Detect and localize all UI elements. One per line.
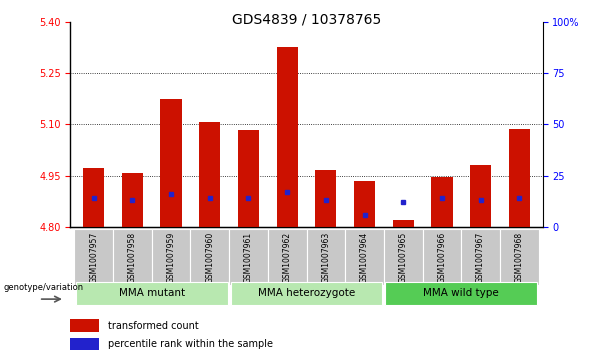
Bar: [306, 229, 345, 285]
Bar: [509, 130, 530, 227]
Bar: [76, 282, 227, 305]
Bar: [113, 229, 152, 285]
Bar: [70, 338, 99, 350]
Bar: [230, 282, 383, 305]
Bar: [229, 229, 268, 285]
Bar: [315, 170, 337, 227]
Text: GSM1007964: GSM1007964: [360, 232, 369, 283]
Text: MMA mutant: MMA mutant: [119, 288, 185, 298]
Text: GSM1007958: GSM1007958: [128, 232, 137, 283]
Bar: [422, 229, 461, 285]
Bar: [470, 166, 491, 227]
Text: GSM1007962: GSM1007962: [283, 232, 292, 283]
Bar: [74, 229, 113, 285]
Bar: [384, 229, 422, 285]
Bar: [386, 282, 537, 305]
Bar: [345, 229, 384, 285]
Bar: [191, 229, 229, 285]
Text: GSM1007963: GSM1007963: [321, 232, 330, 283]
Text: percentile rank within the sample: percentile rank within the sample: [109, 339, 273, 349]
Bar: [83, 168, 104, 227]
Bar: [161, 99, 181, 227]
Text: GSM1007957: GSM1007957: [89, 232, 98, 283]
Bar: [354, 181, 375, 227]
Bar: [392, 220, 414, 227]
Bar: [461, 229, 500, 285]
Text: GDS4839 / 10378765: GDS4839 / 10378765: [232, 13, 381, 27]
Text: GSM1007967: GSM1007967: [476, 232, 485, 283]
Bar: [152, 229, 191, 285]
Text: GSM1007966: GSM1007966: [438, 232, 446, 283]
Bar: [70, 319, 99, 332]
Text: GSM1007960: GSM1007960: [205, 232, 215, 283]
Text: MMA wild type: MMA wild type: [424, 288, 499, 298]
Text: MMA heterozygote: MMA heterozygote: [258, 288, 355, 298]
Bar: [238, 130, 259, 227]
Text: GSM1007968: GSM1007968: [515, 232, 524, 283]
Bar: [500, 229, 539, 285]
Text: GSM1007965: GSM1007965: [398, 232, 408, 283]
Text: GSM1007959: GSM1007959: [167, 232, 175, 283]
Text: transformed count: transformed count: [109, 321, 199, 331]
Bar: [276, 48, 298, 227]
Text: GSM1007961: GSM1007961: [244, 232, 253, 283]
Text: genotype/variation: genotype/variation: [4, 283, 83, 291]
Bar: [199, 122, 221, 227]
Bar: [268, 229, 306, 285]
Bar: [122, 173, 143, 227]
Bar: [432, 177, 452, 227]
